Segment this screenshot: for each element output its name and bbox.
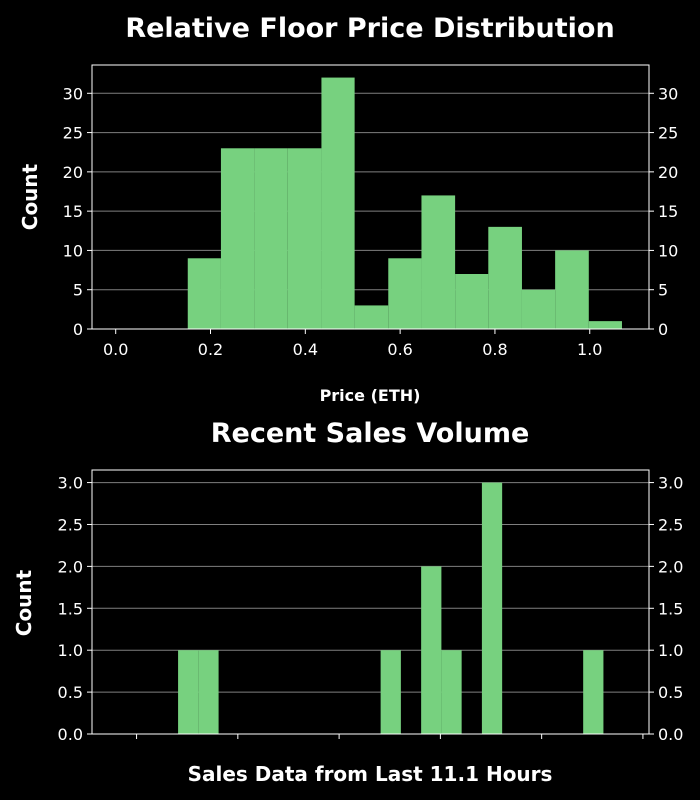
histogram-bar — [441, 650, 462, 734]
histogram-bar — [388, 258, 422, 329]
y-tick-label-right: 2.5 — [658, 515, 683, 534]
y-tick-label-right: 3.0 — [658, 474, 683, 493]
x-axis-title: Sales Data from Last 11.1 Hours — [188, 762, 553, 786]
y-tick-label-right: 0 — [658, 320, 668, 339]
histogram-bar — [287, 148, 322, 329]
y-tick-label-right: 0.0 — [658, 725, 683, 744]
floor-price-histogram: Relative Floor Price Distribution 0 0 5 5 10… — [18, 13, 678, 405]
grid-lines — [92, 92, 649, 291]
histogram-bars — [178, 482, 604, 734]
chart-title: Recent Sales Volume — [211, 418, 530, 449]
histogram-bar — [220, 148, 255, 329]
histogram-bar — [455, 274, 489, 329]
y-tick-label-right: 15 — [658, 202, 678, 221]
histogram-bar — [421, 195, 456, 329]
y-tick-label-left: 10 — [63, 241, 83, 260]
x-tick-label: 1.0 — [577, 340, 602, 359]
x-tick-label: 0.2 — [198, 340, 223, 359]
chart-title: Relative Floor Price Distribution — [125, 13, 614, 44]
y-axis-title: Count — [18, 163, 42, 230]
histogram-bar — [187, 258, 221, 329]
histogram-bar — [481, 482, 503, 734]
histogram-bars — [187, 77, 622, 329]
x-tick-label: 0.4 — [293, 340, 318, 359]
x-tick-label: 0.8 — [482, 340, 507, 359]
x-tick-label: 0.6 — [387, 340, 412, 359]
y-tick-label-right: 0.5 — [658, 683, 683, 702]
y-tick-label-right: 10 — [658, 241, 678, 260]
y-tick-label-left: 0.0 — [58, 725, 83, 744]
y-tick-label-right: 2.0 — [658, 557, 683, 576]
axis-ticks: 0.0 0.0 0.5 0.5 1.0 1.0 1.5 1.5 2.0 2.0 2.5 2.5 3.0 3… — [58, 474, 684, 744]
y-tick-label-left: 5 — [73, 281, 83, 300]
x-axis-title: Price (ETH) — [320, 386, 421, 405]
plot-frame — [91, 64, 650, 330]
y-tick-label-left: 1.0 — [58, 641, 83, 660]
y-tick-label-left: 15 — [63, 202, 83, 221]
histogram-bar — [421, 566, 442, 734]
y-tick-label-left: 2.0 — [58, 557, 83, 576]
histogram-bar — [380, 650, 401, 734]
histogram-bar — [178, 650, 199, 734]
histogram-bar — [321, 77, 355, 329]
histogram-bar — [354, 305, 389, 329]
y-tick-label-right: 1.0 — [658, 641, 683, 660]
plot-frame — [91, 469, 650, 735]
histogram-bar — [198, 650, 219, 734]
y-tick-label-left: 20 — [63, 163, 83, 182]
histogram-bar — [588, 321, 622, 329]
histogram-bar — [254, 148, 288, 329]
histogram-bar — [583, 650, 604, 734]
y-tick-label-left: 1.5 — [58, 599, 83, 618]
axis-ticks: 0 0 5 5 10 10 15 15 20 20 25 25 30 30 0.0 0.2 0.4 0.6 0.8 1… — [63, 84, 679, 359]
y-tick-label-left: 0.5 — [58, 683, 83, 702]
y-tick-label-left: 2.5 — [58, 515, 83, 534]
y-tick-label-right: 30 — [658, 84, 678, 103]
y-tick-label-left: 30 — [63, 84, 83, 103]
y-tick-label-right: 1.5 — [658, 599, 683, 618]
y-tick-label-right: 5 — [658, 281, 668, 300]
y-tick-label-right: 20 — [658, 163, 678, 182]
y-tick-label-right: 25 — [658, 124, 678, 143]
y-tick-label-left: 0 — [73, 320, 83, 339]
histogram-bar — [488, 226, 522, 329]
sales-volume-histogram: Recent Sales Volume 0.0 0.0 0.5 0.5 1.0 1.0 1.… — [12, 418, 683, 786]
histogram-bar — [555, 250, 589, 329]
y-tick-label-left: 3.0 — [58, 474, 83, 493]
y-tick-label-left: 25 — [63, 124, 83, 143]
y-axis-title: Count — [12, 569, 36, 636]
histogram-bar — [521, 289, 556, 329]
x-tick-label: 0.0 — [103, 340, 128, 359]
